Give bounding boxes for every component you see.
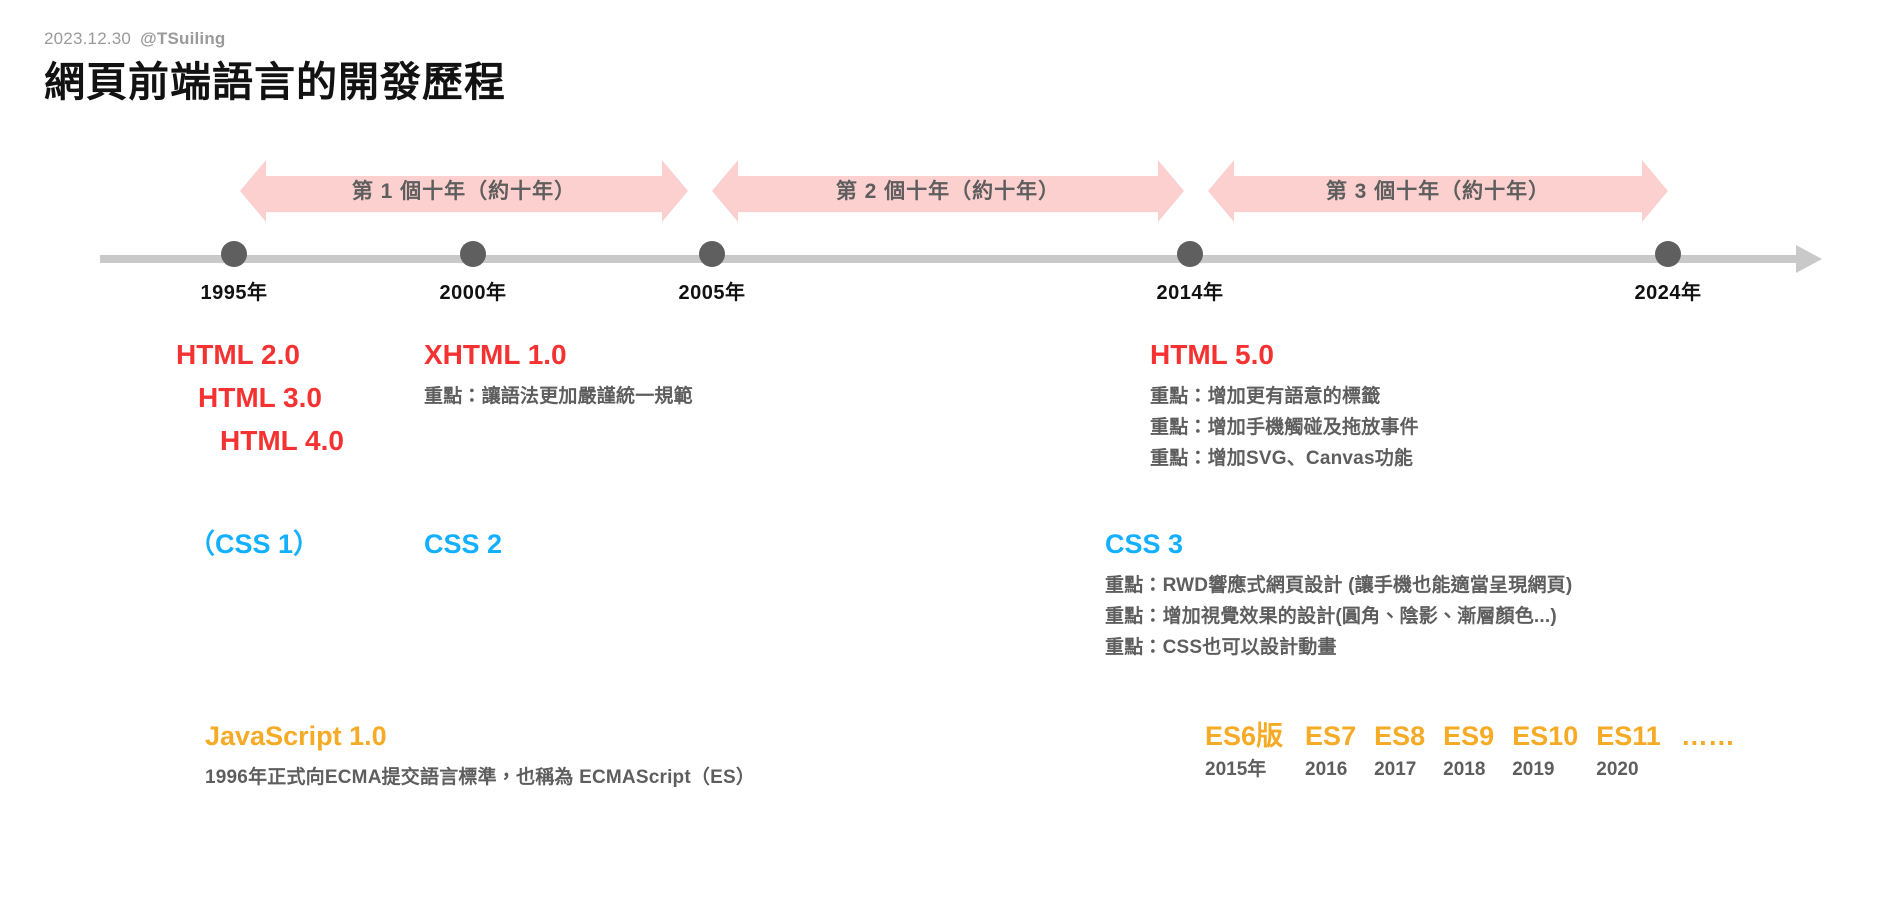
page-title: 網頁前端語言的開發歷程 [44,59,506,105]
css1-title: （CSS 1） [188,529,321,559]
css2-block: CSS 2 [424,529,503,560]
es-release-name: ES7 [1305,721,1357,751]
es-release-name: ES10 [1512,721,1579,751]
es-release-year: 2016 [1305,758,1348,780]
axis-dot [1655,241,1681,267]
es-release-item: ES8 2017 [1374,721,1426,781]
axis-dot [699,241,725,267]
html5-title: HTML 5.0 [1150,339,1274,370]
es-release-item: ES7 2016 [1305,721,1357,781]
es-release-name: …… [1680,721,1735,751]
decade-label: 第 2 個十年（約十年） [835,179,1061,203]
javascript-block: JavaScript 1.0 1996年正式向ECMA提交語言標準，也稱為 EC… [205,721,755,793]
es-release-item: ES10 2019 [1512,721,1579,781]
html-version-3: HTML 3.0 [198,381,322,413]
axis-year-label: 1995年 [200,282,268,304]
decade-label: 第 1 個十年（約十年） [351,179,577,203]
note-line: 重點：增加手機觸碰及拖放事件 [1150,417,1419,439]
xhtml-title: XHTML 1.0 [424,339,567,370]
css2-title: CSS 2 [424,529,503,559]
es-release-name: ES8 [1374,721,1426,751]
es-release-year: 2018 [1443,758,1486,780]
css3-block: CSS 3 重點：RWD響應式網頁設計 (讓手機也能適當呈現網頁) 重點：增加視… [1105,529,1572,664]
css3-title: CSS 3 [1105,529,1184,559]
es-release-item: ES11 2020 [1596,721,1661,781]
decade-band: 第 1 個十年（約十年） 第 2 個十年（約十年） 第 3 個十年（約十年） [0,160,1900,222]
axis-year-label: 2024年 [1634,282,1702,304]
es-release-item: ES6版 2015年 [1205,721,1284,781]
es-row: ES6版 2015年 ES7 2016 ES8 2017 ES9 2018 ES10 2019 ES… [1205,721,1735,781]
axis-dot [221,241,247,267]
javascript-title: JavaScript 1.0 [205,721,387,751]
decade-arrow-2: 第 2 個十年（約十年） [712,160,1184,222]
es-release-year: 2020 [1596,758,1639,780]
note-line: 1996年正式向ECMA提交語言標準，也稱為 ECMAScript（ES） [205,766,756,788]
note-line: 重點：CSS也可以設計動畫 [1105,637,1337,659]
html5-notes: 重點：增加更有語意的標籤 重點：增加手機觸碰及拖放事件 重點：增加SVG、Can… [1150,381,1419,475]
es-release-name: ES6版 [1205,721,1284,751]
axis-dot [460,241,486,267]
note-line: 重點：增加更有語意的標籤 [1150,385,1381,407]
publish-date: 2023.12.30 [44,29,132,48]
javascript-notes: 1996年正式向ECMA提交語言標準，也稱為 ECMAScript（ES） [205,762,755,793]
es-release-year: 2015年 [1205,758,1267,780]
css3-notes: 重點：RWD響應式網頁設計 (讓手機也能適當呈現網頁) 重點：增加視覺效果的設計… [1105,570,1572,664]
note-line: 重點：增加視覺效果的設計(圓角、陰影、漸層顏色...) [1105,606,1557,628]
axis-dot [1177,241,1203,267]
es-release-name: ES9 [1443,721,1495,751]
author-handle: @TSuiling [140,29,226,48]
axis-arrow-icon [1796,245,1822,273]
meta-line: 2023.12.30 @TSuiling [44,30,1044,47]
es-release-year: 2019 [1512,758,1555,780]
ecmascript-releases: ES6版 2015年 ES7 2016 ES8 2017 ES9 2018 ES10 2019 ES… [1205,721,1735,781]
decade-label: 第 3 個十年（約十年） [1325,179,1551,203]
axis-year-label: 2005年 [678,282,746,304]
xhtml-block: XHTML 1.0 重點：讓語法更加嚴謹統一規範 [424,339,693,412]
html-version-4: HTML 4.0 [220,424,344,456]
es-release-item: ES9 2018 [1443,721,1495,781]
timeline-axis: 1995年 2000年 2005年 2014年 2024年 [0,241,1900,330]
note-line: 重點：讓語法更加嚴謹統一規範 [424,385,693,407]
page-header: 2023.12.30 @TSuiling 網頁前端語言的開發歷程 [44,30,1044,106]
es-release-item: …… [1680,721,1735,781]
note-line: 重點：增加SVG、Canvas功能 [1150,448,1414,470]
html-version-2: HTML 2.0 [176,339,300,370]
decade-arrow-3: 第 3 個十年（約十年） [1208,160,1668,222]
html5-block: HTML 5.0 重點：增加更有語意的標籤 重點：增加手機觸碰及拖放事件 重點：… [1150,339,1419,475]
axis-year-label: 2000年 [439,282,507,304]
css1-block: （CSS 1） [188,529,321,560]
es-release-year: 2017 [1374,758,1417,780]
es-release-year [1681,760,1735,781]
decade-arrow-1: 第 1 個十年（約十年） [240,160,688,222]
axis-year-label: 2014年 [1156,282,1224,304]
html-versions-column: HTML 2.0 HTML 3.0 HTML 4.0 [176,339,344,468]
xhtml-notes: 重點：讓語法更加嚴謹統一規範 [424,381,693,412]
note-line: 重點：RWD響應式網頁設計 (讓手機也能適當呈現網頁) [1105,574,1573,596]
axis-line [100,255,1800,263]
es-release-name: ES11 [1596,721,1661,751]
